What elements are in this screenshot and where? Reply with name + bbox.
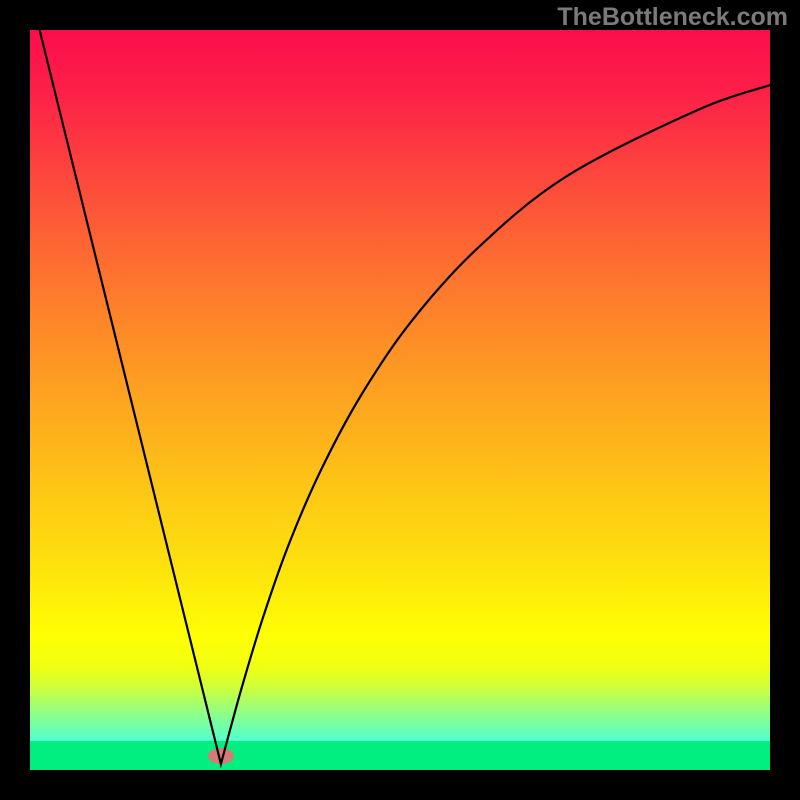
- watermark-text: TheBottleneck.com: [557, 3, 788, 32]
- plot-background: [30, 30, 770, 770]
- green-baseline-strip: [30, 741, 770, 770]
- chart-container: TheBottleneck.com: [0, 0, 800, 800]
- bottleneck-curve-chart: [0, 0, 800, 800]
